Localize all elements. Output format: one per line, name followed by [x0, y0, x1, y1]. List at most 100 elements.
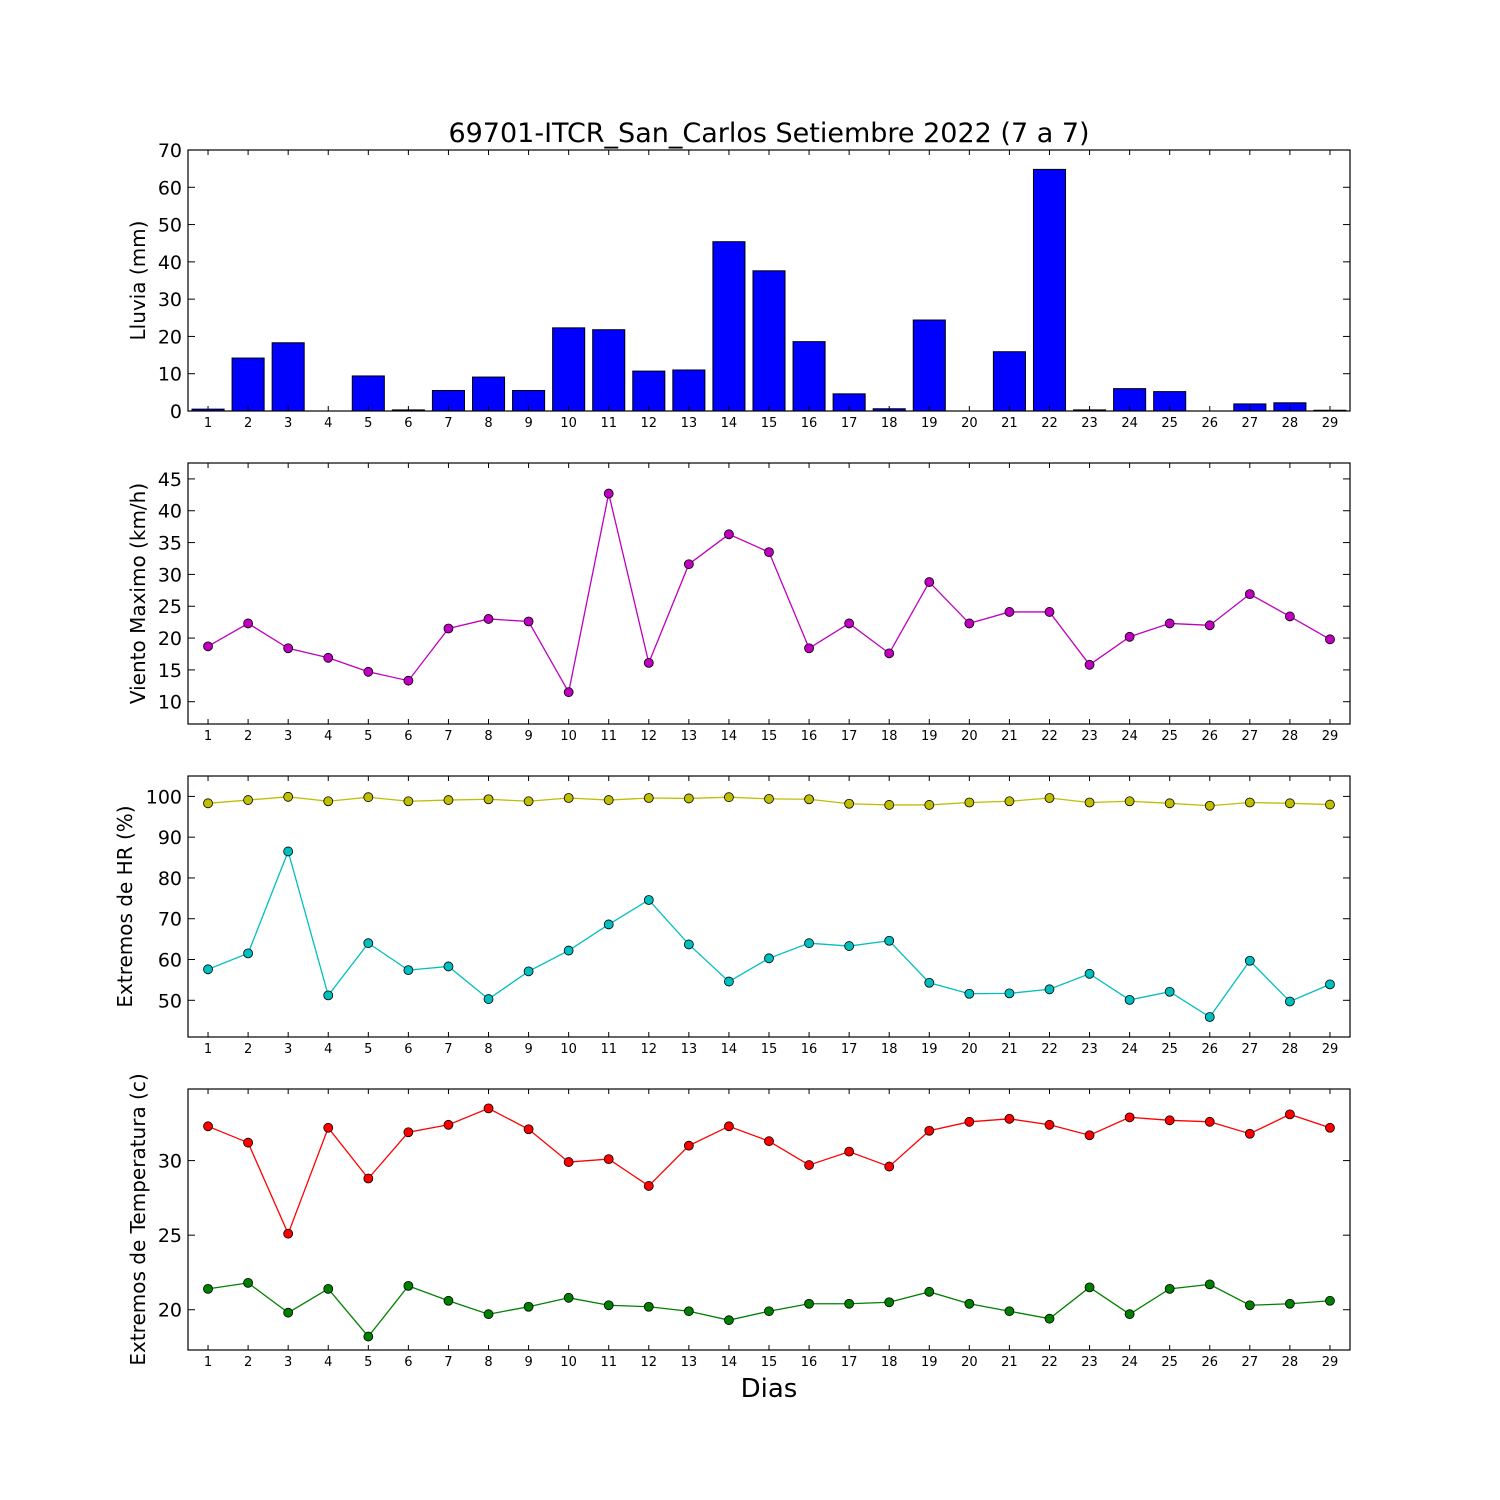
- humidity-series-1-point: [764, 793, 774, 804]
- rain-ytick-label: 10: [158, 364, 182, 386]
- humidity-series-1-point: [844, 798, 855, 809]
- rain-xtick-label: 17: [841, 416, 858, 431]
- humidity-xtick-label: 6: [404, 1042, 412, 1057]
- humidity-series-1-point: [804, 794, 814, 805]
- wind-series-1-point: [964, 618, 975, 629]
- humidity-xtick-label: 12: [641, 1042, 658, 1057]
- humidity-series-1-point: [1244, 797, 1255, 808]
- humidity-xtick-label: 9: [524, 1042, 532, 1057]
- temperature-series-1-point: [603, 1154, 614, 1164]
- wind-series-1-point: [1325, 634, 1335, 645]
- wind-series-1-point: [523, 616, 534, 627]
- rain-ytick-label: 40: [158, 252, 182, 274]
- humidity-ytick-label: 100: [146, 786, 182, 808]
- humidity-series-2-point: [1244, 955, 1255, 966]
- wind-xtick-label: 11: [600, 729, 617, 744]
- rain-xtick-label: 4: [324, 416, 332, 431]
- wind-xtick-label: 2: [244, 729, 252, 744]
- wind-xtick-label: 23: [1081, 729, 1098, 744]
- humidity-series-1-point: [724, 792, 734, 803]
- humidity-xtick-label: 7: [444, 1042, 452, 1057]
- wind-series-1-point: [1124, 631, 1135, 642]
- wind-xtick-label: 8: [484, 729, 492, 744]
- humidity-xtick-label: 14: [721, 1042, 738, 1057]
- temperature-series-2-point: [523, 1301, 534, 1312]
- wind-series-1-point: [363, 666, 374, 677]
- humidity-ytick-label: 80: [158, 868, 182, 890]
- wind-series-1-point: [403, 675, 414, 686]
- humidity-series-1-point: [363, 792, 374, 803]
- wind-xtick-label: 16: [801, 729, 818, 744]
- temperature-series-2-point: [323, 1283, 334, 1294]
- humidity-series-2-point: [203, 964, 213, 975]
- temperature-series-1-point: [1325, 1122, 1335, 1133]
- temperature-series-1-point: [563, 1157, 574, 1167]
- humidity-series-2-point: [1285, 996, 1295, 1007]
- wind-series-1-point: [323, 652, 334, 663]
- temperature-xtick-label: 8: [484, 1355, 492, 1370]
- humidity-series-1-point: [1285, 798, 1295, 809]
- temperature-xtick-label: 22: [1041, 1355, 1058, 1370]
- temperature-xtick-label: 21: [1001, 1355, 1018, 1370]
- wind-ytick-label: 35: [158, 533, 182, 555]
- rain-bar: [1032, 168, 1067, 412]
- humidity-series-1-point: [1004, 796, 1015, 807]
- temperature-ytick-label: 20: [158, 1300, 182, 1322]
- wind-series-1-point: [1204, 620, 1215, 631]
- wind-series-1-point: [884, 648, 895, 659]
- temperature-xtick-label: 4: [324, 1355, 332, 1370]
- wind-xtick-label: 6: [404, 729, 412, 744]
- wind-xtick-label: 7: [444, 729, 452, 744]
- humidity-series-2-point: [1325, 979, 1335, 990]
- rain-bar: [632, 370, 666, 412]
- humidity-series-2-point: [804, 938, 814, 949]
- temperature-series-1-point: [804, 1160, 814, 1170]
- wind-series-1-point: [844, 618, 855, 629]
- humidity-xtick-label: 20: [961, 1042, 978, 1057]
- wind-xtick-label: 18: [881, 729, 898, 744]
- temperature-series-1-point: [323, 1122, 334, 1133]
- wind-xtick-label: 5: [364, 729, 372, 744]
- humidity-xtick-label: 23: [1081, 1042, 1098, 1057]
- humidity-series-2-point: [523, 966, 534, 977]
- humidity-series-2-point: [1004, 988, 1015, 999]
- humidity-ylabel: Extremos de HR (%): [113, 805, 137, 1007]
- temperature-series-2-point: [804, 1298, 814, 1309]
- humidity-xtick-label: 4: [324, 1042, 332, 1057]
- rain-xtick-label: 7: [444, 416, 452, 431]
- temperature-series-2-point: [1004, 1306, 1015, 1317]
- wind-xtick-label: 27: [1242, 729, 1259, 744]
- wind-xtick-label: 14: [721, 729, 738, 744]
- wind-series-1-point: [603, 488, 614, 499]
- figure-title: 69701-ITCR_San_Carlos Setiembre 2022 (7 …: [448, 118, 1089, 149]
- wind-series-1-point: [1244, 589, 1255, 600]
- rain-xtick-label: 6: [404, 416, 412, 431]
- humidity-xtick-label: 11: [600, 1042, 617, 1057]
- rain-xtick-label: 10: [560, 416, 577, 431]
- temperature-series-1-point: [643, 1181, 654, 1191]
- wind-xtick-label: 15: [761, 729, 778, 744]
- temperature-series-1-point: [363, 1173, 374, 1184]
- temperature-ylabel: Extremos de Temperatura (c): [126, 1073, 150, 1365]
- wind-series-1-point: [283, 643, 294, 654]
- temperature-series-2-point: [483, 1309, 494, 1320]
- humidity-xtick-label: 24: [1121, 1042, 1138, 1057]
- humidity-series-1-point: [964, 797, 975, 808]
- humidity-series-1-point: [643, 793, 654, 803]
- humidity-xtick-label: 18: [881, 1042, 898, 1057]
- temperature-series-2-point: [403, 1280, 414, 1291]
- temperature-series-2-point: [283, 1307, 294, 1318]
- temperature-xtick-label: 14: [721, 1355, 738, 1370]
- wind-xtick-label: 28: [1282, 729, 1299, 744]
- rain-bar: [552, 327, 586, 412]
- temperature-series-1-point: [1004, 1113, 1015, 1124]
- temperature-xtick-label: 16: [801, 1355, 818, 1370]
- wind-ytick-label: 30: [158, 564, 182, 586]
- temperature-series-1-point: [443, 1119, 454, 1130]
- wind-xtick-label: 9: [524, 729, 532, 744]
- rain-bar: [912, 319, 946, 412]
- wind-series-1-point: [683, 559, 694, 570]
- humidity-series-1-point: [403, 796, 414, 807]
- temperature-xtick-label: 7: [444, 1355, 452, 1370]
